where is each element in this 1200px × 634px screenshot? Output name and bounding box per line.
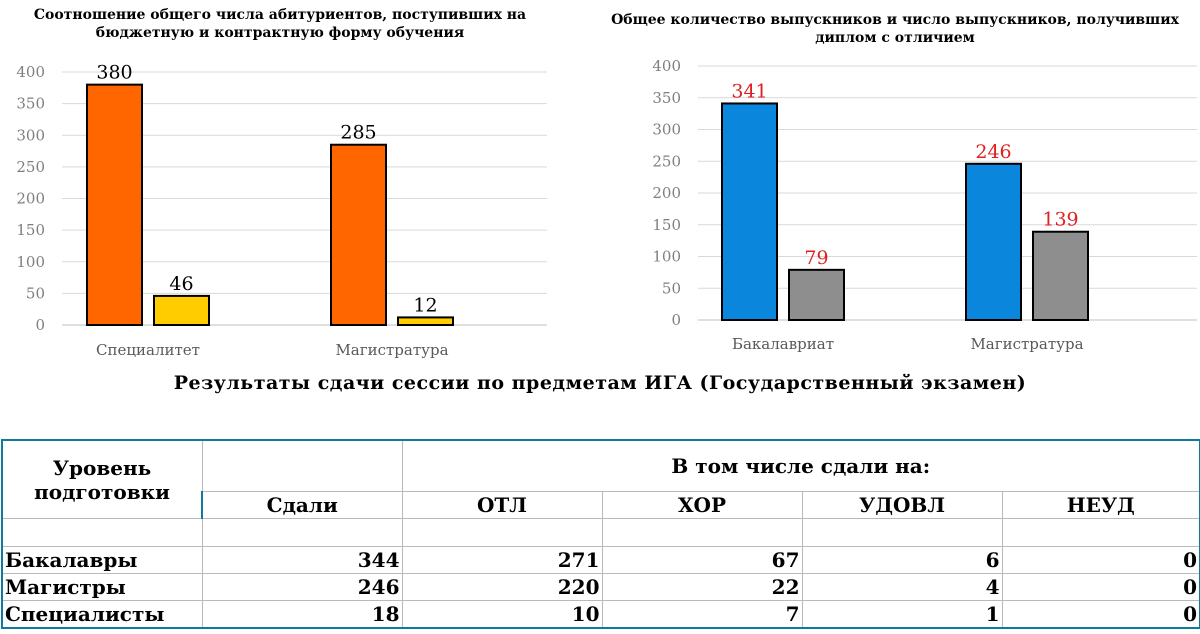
bar [788, 268, 845, 321]
table-header-row: Уровень подготовки В том числе сдали на: [1, 439, 1200, 519]
bar [397, 316, 454, 327]
row-label: Бакалавры [1, 546, 203, 574]
row-label: Специалисты [1, 600, 203, 629]
y-tick-label: 50 [662, 279, 681, 297]
cell-excellent: 271 [401, 546, 603, 574]
admissions-bar-chart: 0 50 100 150 200 250 300 350 400 380 46 Специалитет… [16, 62, 547, 359]
cell-good: 22 [601, 573, 803, 601]
y-tick-label: 200 [652, 184, 681, 202]
data-label: 46 [169, 273, 193, 295]
category-label: Магистратура [970, 335, 1083, 353]
y-tick-label: 0 [671, 311, 681, 329]
data-label: 139 [1042, 209, 1078, 231]
cell-passed: 18 [201, 600, 403, 629]
spacer-cell [201, 518, 403, 547]
bar [86, 83, 143, 327]
y-tick-label: 100 [652, 248, 681, 266]
bar [721, 102, 778, 321]
y-tick-label: 150 [16, 221, 45, 239]
column-header-passed: Сдали [201, 491, 403, 519]
exam-results-table: Уровень подготовки В том числе сдали на:… [1, 439, 1200, 629]
column-header-satisfactory: УДОВЛ [801, 491, 1003, 519]
y-tick-label: 150 [652, 216, 681, 234]
group-header: В том числе сдали на: [401, 439, 1200, 492]
spacer-cell [601, 518, 803, 547]
bar [330, 143, 387, 326]
spacer-cell [801, 518, 1003, 547]
cell-good: 67 [601, 546, 803, 574]
data-label: 79 [804, 247, 828, 269]
table-row: Специалисты 18 10 7 1 0 [1, 600, 1200, 629]
bar [965, 162, 1022, 321]
y-tick-label: 350 [16, 95, 45, 113]
cell-satisfactory: 1 [801, 600, 1003, 629]
cell-good: 7 [601, 600, 803, 629]
data-label: 246 [975, 141, 1011, 163]
row-label: Магистры [1, 573, 203, 601]
y-tick-label: 300 [652, 121, 681, 139]
data-label: 341 [731, 80, 767, 102]
column-header-good: ХОР [601, 491, 803, 519]
table-columns-row: Сдали ОТЛ ХОР УДОВЛ НЕУД [2, 491, 1200, 519]
y-tick-label: 100 [16, 253, 45, 271]
cell-fail: 0 [1001, 600, 1200, 629]
y-tick-label: 250 [652, 152, 681, 170]
y-tick-label: 400 [652, 57, 681, 75]
cell-passed: 344 [201, 546, 403, 574]
spacer-cell [1001, 518, 1200, 547]
table-row: Бакалавры 344 271 67 6 0 [1, 546, 1200, 574]
y-tick-label: 0 [35, 316, 45, 334]
y-tick-label: 300 [16, 126, 45, 144]
cell-satisfactory: 6 [801, 546, 1003, 574]
column-header-excellent: ОТЛ [401, 491, 603, 519]
cell-satisfactory: 4 [801, 573, 1003, 601]
spacer-cell [401, 518, 603, 547]
level-header: Уровень подготовки [1, 439, 203, 519]
y-tick-label: 350 [652, 89, 681, 107]
section-title: Результаты сдачи сессии по предметам ИГА… [173, 372, 1027, 394]
cell-fail: 0 [1001, 573, 1200, 601]
graduates-bar-chart: 0 50 100 150 200 250 300 350 400 341 79 Бакалавриат… [652, 57, 1197, 353]
spacer-cell [1, 518, 203, 547]
y-tick-label: 250 [16, 158, 45, 176]
chart-title-graduates: Общее количество выпускников и число вып… [611, 12, 1179, 46]
y-tick-label: 50 [26, 284, 45, 302]
bar [153, 294, 210, 326]
cell-passed: 246 [201, 573, 403, 601]
column-header-fail: НЕУД [1001, 491, 1200, 519]
category-label: Специалитет [96, 341, 200, 359]
spacer-row [1, 518, 1200, 547]
cell-fail: 0 [1001, 546, 1200, 574]
y-tick-label: 400 [16, 63, 45, 81]
chart-title-admissions: Соотношение общего числа абитуриентов, п… [33, 7, 527, 41]
data-label: 380 [96, 62, 132, 84]
category-label: Магистратура [335, 341, 448, 359]
bar [1032, 230, 1089, 321]
category-label: Бакалавриат [732, 335, 834, 353]
header-empty-cell [201, 439, 403, 492]
data-label: 285 [340, 122, 376, 144]
table-row: Магистры 246 220 22 4 0 [1, 573, 1200, 601]
cell-excellent: 220 [401, 573, 603, 601]
y-tick-label: 200 [16, 190, 45, 208]
data-label: 12 [413, 294, 437, 316]
cell-excellent: 10 [401, 600, 603, 629]
